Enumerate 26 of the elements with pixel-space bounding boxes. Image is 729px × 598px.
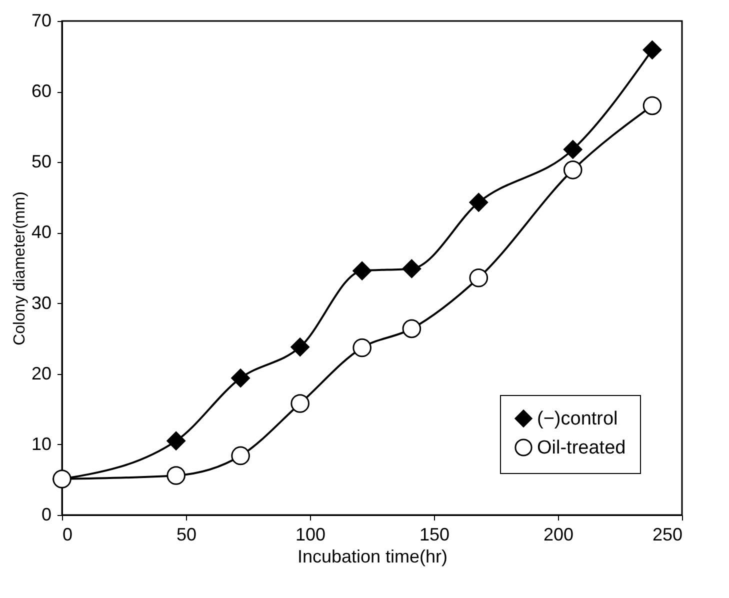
y-tick-label: 20 <box>31 363 52 384</box>
y-tick-label: 30 <box>31 292 52 313</box>
x-tick-label: 100 <box>295 524 326 544</box>
point <box>469 192 488 212</box>
y-tick-label: 70 <box>31 10 52 30</box>
y-tick-label: 0 <box>41 504 52 524</box>
x-tick-label: 50 <box>176 524 197 544</box>
y-tick-label: 10 <box>31 434 52 454</box>
y-tick-label: 40 <box>31 222 52 242</box>
point <box>402 259 422 278</box>
x-tick-label: 0 <box>62 524 73 544</box>
legend-label: Oil-treated <box>537 438 626 458</box>
x-tick-label: 150 <box>419 524 450 544</box>
point <box>642 40 662 60</box>
point <box>352 261 372 280</box>
legend-label: (−)control <box>537 408 618 430</box>
point <box>166 431 186 450</box>
point <box>290 338 310 356</box>
x-tick-label: 200 <box>543 524 574 544</box>
point <box>231 368 250 388</box>
y-axis-title: Colony diameter(mm) <box>11 192 28 346</box>
x-axis-title: Incubation time(hr) <box>297 546 448 566</box>
x-tick-label: 250 <box>652 524 682 544</box>
y-tick-label: 50 <box>31 152 52 172</box>
y-tick-label: 60 <box>31 81 52 102</box>
point <box>563 140 582 159</box>
